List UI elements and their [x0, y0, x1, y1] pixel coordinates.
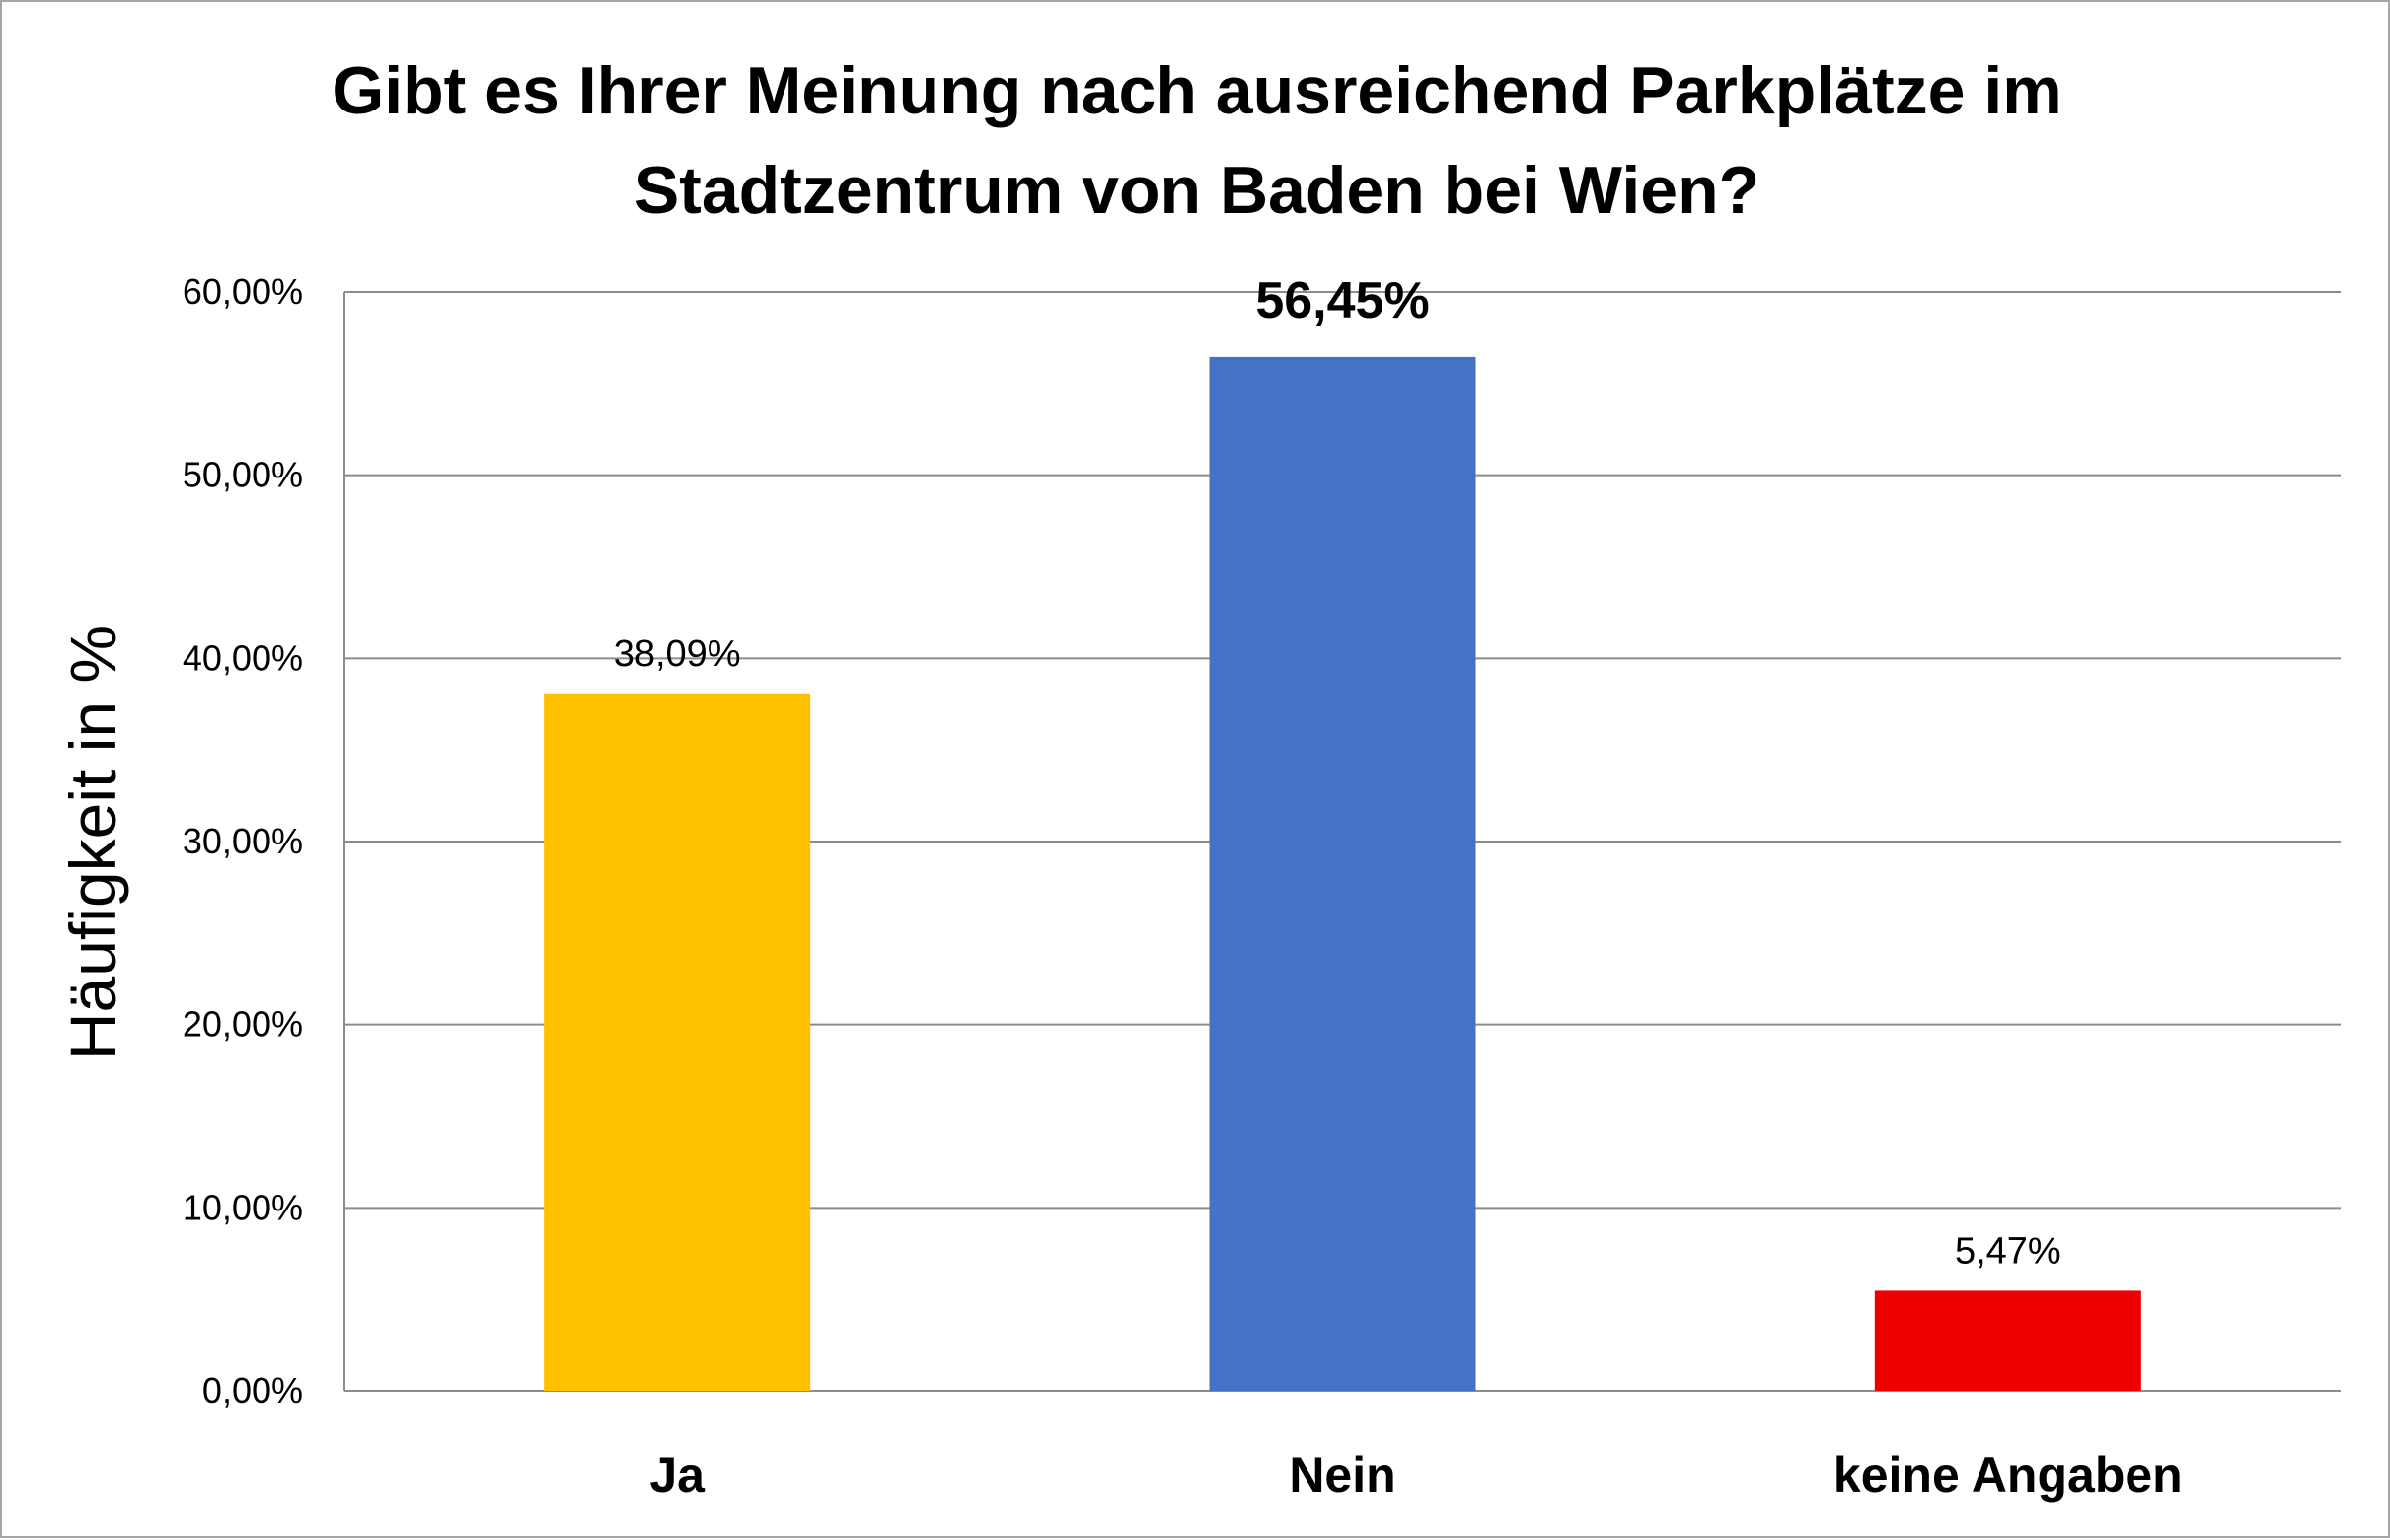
y-tick-label: 50,00% [183, 455, 303, 495]
y-tick-label: 60,00% [183, 271, 303, 312]
data-labels: 38,09% 56,45% 5,47% [614, 272, 2061, 1273]
bar [1874, 1290, 2141, 1391]
x-tick-labels: Ja Nein keine Angaben [649, 1447, 2182, 1503]
y-tick-label: 10,00% [183, 1187, 303, 1227]
y-tick-label: 20,00% [183, 1004, 303, 1045]
data-label: 56,45% [1255, 272, 1429, 330]
y-tick-label: 30,00% [183, 821, 303, 861]
bar [544, 693, 811, 1391]
data-label: 5,47% [1955, 1230, 2061, 1272]
y-tick-label: 40,00% [183, 637, 303, 678]
chart-title: Gibt es Ihrer Meinung nach ausreichend P… [332, 53, 2061, 228]
y-tick-label: 0,00% [202, 1370, 303, 1411]
x-tick-label: Nein [1289, 1447, 1395, 1503]
y-axis-label: Häufigkeit in % [56, 625, 129, 1060]
chart-title-line-2: Stadtzentrum von Baden bei Wien? [635, 153, 1759, 228]
y-tick-labels: 0,00% 10,00% 20,00% 30,00% 40,00% 50,00% 60,00… [183, 271, 303, 1411]
bars [544, 356, 2141, 1392]
x-tick-label: Ja [649, 1447, 706, 1503]
data-label: 38,09% [614, 633, 741, 675]
bar [1209, 356, 1476, 1392]
x-tick-label: keine Angaben [1833, 1447, 2183, 1503]
chart-title-line-1: Gibt es Ihrer Meinung nach ausreichend P… [332, 53, 2061, 128]
